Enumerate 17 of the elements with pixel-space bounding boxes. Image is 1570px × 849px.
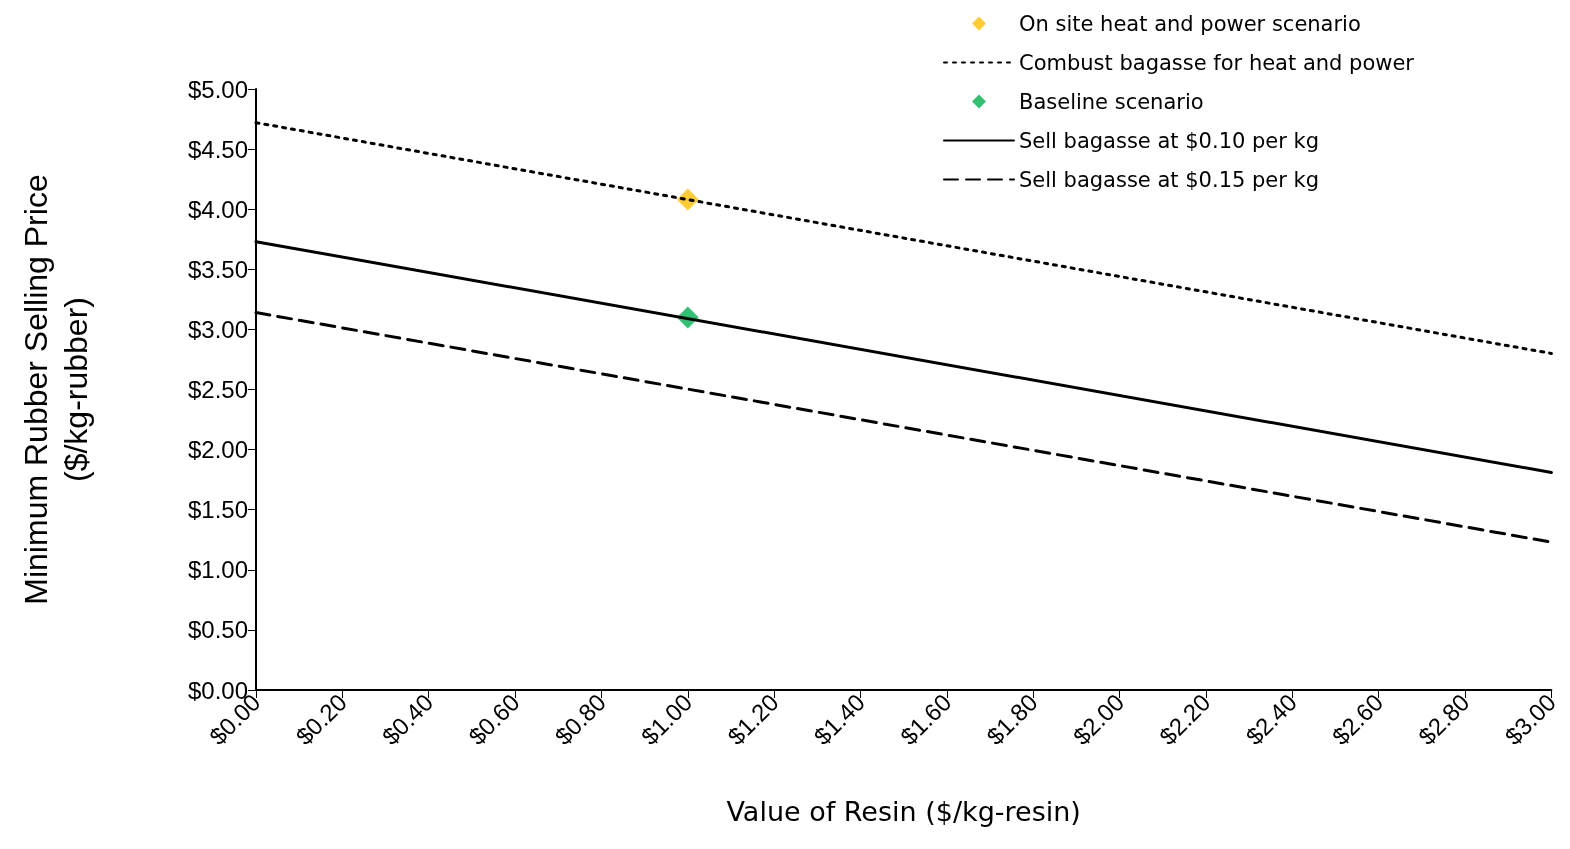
y-tick-label: $1.50 <box>187 496 248 524</box>
y-tick-label: $3.50 <box>187 255 248 283</box>
y-tick-label: $4.00 <box>187 195 248 223</box>
x-axis-title: Value of Resin ($/kg-resin) <box>726 796 1081 827</box>
y-tick-label: $4.50 <box>187 135 248 163</box>
legend-label: Sell bagasse at $0.10 per kg <box>1019 128 1320 153</box>
y-axis-title: Minimum Rubber Selling Price ($/kg-rubber) <box>18 174 94 605</box>
y-tick-label: $5.00 <box>187 75 248 103</box>
legend-label: On site heat and power scenario <box>1019 11 1361 36</box>
legend-label: Combust bagasse for heat and power <box>1019 50 1415 75</box>
legend-label: Sell bagasse at $0.15 per kg <box>1019 167 1320 192</box>
y-tick-label: $3.00 <box>187 315 248 343</box>
y-tick-label: $2.50 <box>187 376 248 403</box>
legend-label: Baseline scenario <box>1019 89 1204 114</box>
y-tick-label: $1.00 <box>187 556 248 584</box>
y-tick-label: $2.00 <box>187 436 248 464</box>
y-tick-label: $0.50 <box>187 616 248 644</box>
